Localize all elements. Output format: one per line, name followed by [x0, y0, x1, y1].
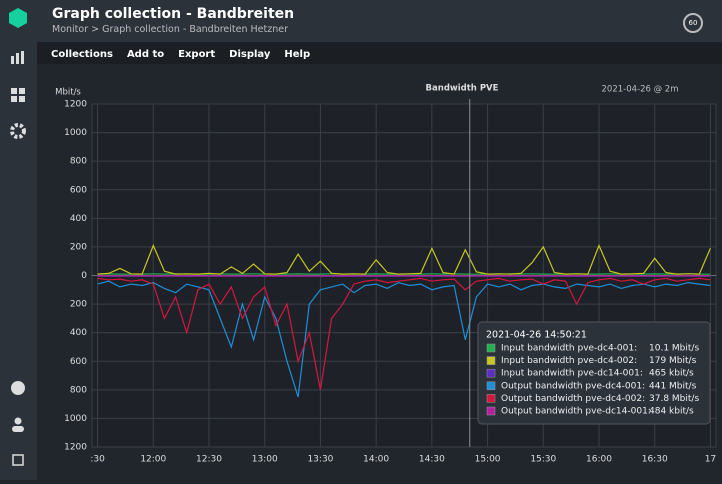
y-tick-label: 400: [70, 328, 87, 338]
x-tick-label: 16:00: [586, 455, 612, 465]
menu-item[interactable]: Display: [229, 49, 270, 60]
legend-swatch: [487, 357, 495, 365]
x-tick-label: 13:30: [307, 455, 333, 465]
icon-dashboard[interactable]: [11, 88, 25, 102]
y-tick-label: 1200: [64, 100, 87, 110]
icon-sidebar-toggle[interactable]: [13, 455, 23, 465]
legend-swatch: [487, 394, 495, 402]
icon-monitor[interactable]: [11, 56, 14, 64]
tooltip-time: 2021-04-26 14:50:21: [486, 330, 587, 341]
x-tick-label: 15:30: [530, 455, 556, 465]
legend-value: 37.8 Mbit/s: [649, 394, 699, 404]
refresh-badge[interactable]: 60: [683, 13, 703, 33]
legend-label: Input bandwidth pve-dc4-001:: [501, 344, 637, 354]
breadcrumb[interactable]: Monitor > Graph collection - Bandbreiten…: [52, 24, 288, 35]
x-tick-label: 16:30: [642, 455, 668, 465]
y-tick-label: 1000: [64, 414, 87, 424]
legend-value: 441 Mbit/s: [649, 381, 697, 391]
legend-value: 484 kbit/s: [649, 407, 694, 417]
chart-subtitle: 2021-04-26 @ 2m: [602, 85, 679, 95]
logo[interactable]: [9, 8, 27, 28]
legend-label: Output bandwidth pve-dc4-002:: [501, 394, 645, 404]
sidebar-icons: [0, 0, 37, 480]
legend-label: Input bandwidth pve-dc14-001:: [501, 369, 643, 379]
y-tick-label: 800: [70, 385, 87, 395]
y-tick-label: 1000: [64, 128, 87, 138]
y-tick-label: 600: [70, 185, 87, 195]
x-tick-label: 14:00: [363, 455, 389, 465]
x-tick-label: :30: [90, 455, 105, 465]
y-tick-label: 400: [70, 214, 87, 224]
legend-label: Input bandwidth pve-dc4-002:: [501, 356, 637, 366]
icon-setup[interactable]: [12, 125, 24, 137]
x-tick-label: 15:00: [475, 455, 501, 465]
x-tick-label: 17: [705, 455, 716, 465]
icon-monitor[interactable]: [21, 51, 24, 64]
icon-monitor[interactable]: [16, 53, 19, 64]
y-tick-label: 0: [81, 271, 87, 281]
legend-label: Output bandwidth pve-dc4-001:: [501, 381, 645, 391]
x-tick-label: 13:00: [252, 455, 278, 465]
chart-title: Bandwidth PVE: [426, 84, 499, 94]
legend-label: Output bandwidth pve-dc14-001:: [501, 407, 651, 417]
y-tick-label: 200: [70, 300, 87, 310]
x-tick-label: 12:30: [196, 455, 222, 465]
y-tick-label: 600: [70, 357, 87, 367]
chart: Bandwidth PVE 2021-04-26 @ 2m Mbit/s 120…: [37, 64, 722, 480]
x-tick-label: 14:30: [419, 455, 445, 465]
menu-item[interactable]: Help: [284, 49, 310, 60]
icon-help[interactable]: [11, 381, 25, 395]
legend-swatch: [487, 407, 495, 415]
legend-swatch: [487, 344, 495, 352]
menu-item[interactable]: Export: [178, 49, 215, 60]
icon-user[interactable]: [12, 426, 24, 432]
y-tick-label: 200: [70, 242, 87, 252]
menubar: Collections Add to Export Display Help: [37, 42, 722, 64]
legend-swatch: [487, 369, 495, 377]
x-tick-label: 12:00: [140, 455, 166, 465]
y-tick-label: 800: [70, 157, 87, 167]
header: Graph collection - Bandbreiten Monitor >…: [37, 0, 722, 42]
y-tick-label: 1200: [64, 443, 87, 453]
tooltip: 2021-04-26 14:50:21 Input bandwidth pve-d…: [478, 322, 710, 424]
icon-user[interactable]: [15, 418, 22, 425]
y-axis-label: Mbit/s: [55, 88, 81, 98]
legend-value: 465 kbit/s: [649, 369, 694, 379]
legend-value: 10.1 Mbit/s: [649, 344, 699, 354]
legend-swatch: [487, 382, 495, 390]
menu-item[interactable]: Add to: [127, 49, 164, 60]
sidebar: [0, 0, 37, 480]
menu-item[interactable]: Collections: [51, 49, 113, 60]
legend-value: 179 Mbit/s: [649, 356, 697, 366]
page-title: Graph collection - Bandbreiten: [52, 6, 294, 22]
